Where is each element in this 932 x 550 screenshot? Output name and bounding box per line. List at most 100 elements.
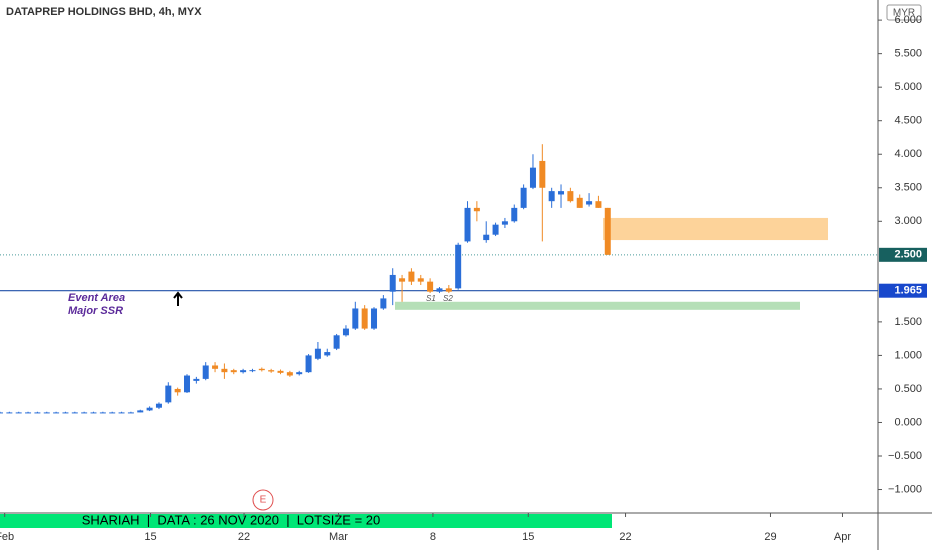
candle-body xyxy=(240,370,247,373)
candle-body xyxy=(529,167,536,188)
last-price-label-bg xyxy=(879,247,927,262)
candle-body xyxy=(15,412,22,414)
candle-body xyxy=(212,365,219,369)
annotation: S2 xyxy=(443,294,453,303)
candle-body xyxy=(464,207,471,242)
candle-body xyxy=(174,388,181,393)
candle-body xyxy=(520,187,527,208)
annotation: S1 xyxy=(426,294,436,303)
candle-body xyxy=(483,234,490,241)
x-tick-label: 15 xyxy=(144,531,156,543)
candle-body xyxy=(576,197,583,208)
level-label: 1.965 xyxy=(894,285,922,297)
candle-body xyxy=(427,281,434,292)
candle-body xyxy=(567,191,574,202)
candle-body xyxy=(34,412,41,414)
candle-body xyxy=(399,278,406,282)
candle-body xyxy=(314,348,321,359)
candle-body xyxy=(184,375,191,393)
candle-body xyxy=(548,191,555,202)
annotation: E xyxy=(260,495,267,506)
candle-body xyxy=(118,412,125,414)
candle-body xyxy=(127,412,134,414)
y-tick-label: 4.500 xyxy=(894,115,922,127)
candle-body xyxy=(595,201,602,208)
candle-body xyxy=(258,368,265,371)
currency: MYR xyxy=(893,8,915,19)
candle-body xyxy=(445,288,452,292)
candle-body xyxy=(436,288,443,292)
candle-body xyxy=(99,412,106,414)
annotation: Major SSR xyxy=(68,305,123,317)
candle-body xyxy=(408,271,415,282)
candle-body xyxy=(492,224,499,235)
candle-body xyxy=(202,365,209,379)
candle-body xyxy=(604,207,611,255)
candle-body xyxy=(165,385,172,403)
x-tick-label: Apr xyxy=(834,531,851,543)
candle-body xyxy=(501,221,508,225)
y-tick-label: 6.000 xyxy=(894,14,922,26)
y-tick-label: 3.000 xyxy=(894,215,922,227)
x-tick-label: Feb xyxy=(0,531,14,543)
x-tick-label: 22 xyxy=(619,531,631,543)
candle-body xyxy=(333,335,340,349)
y-tick-label: −0.500 xyxy=(888,450,922,462)
y-tick-label: 0.500 xyxy=(894,383,922,395)
y-tick-label: −1.000 xyxy=(888,483,922,495)
candle-body xyxy=(324,352,331,356)
y-tick-label: 5.500 xyxy=(894,48,922,60)
y-tick-label: 4.000 xyxy=(894,148,922,160)
candle-body xyxy=(0,412,3,414)
currency-badge xyxy=(886,4,922,21)
y-tick-label: 1.500 xyxy=(894,316,922,328)
x-tick-label: 15 xyxy=(522,531,534,543)
x-tick-label: 22 xyxy=(238,531,250,543)
candle-body xyxy=(389,274,396,292)
y-tick-label: 3.500 xyxy=(894,182,922,194)
candle-body xyxy=(25,412,32,414)
candle-body xyxy=(361,308,368,329)
candle-body xyxy=(268,370,275,372)
candle-body xyxy=(455,244,462,289)
candle-body xyxy=(6,412,13,414)
candle-body xyxy=(62,412,69,414)
y-tick-label: 0.000 xyxy=(894,416,922,428)
candle-body xyxy=(53,412,60,414)
candle-body xyxy=(146,407,153,411)
candle-body xyxy=(43,412,50,414)
y-tick-label: 1.000 xyxy=(894,349,922,361)
candle-body xyxy=(221,368,228,373)
candle-body xyxy=(558,191,565,195)
candle-body xyxy=(155,403,162,408)
annotation: Event Area xyxy=(68,292,125,304)
candle-body xyxy=(81,412,88,414)
level-label-bg xyxy=(879,283,927,298)
arrow xyxy=(173,291,183,306)
banner: SHARIAH | DATA : 26 NOV 2020 | LOTSIZE =… xyxy=(82,512,381,527)
candle-body xyxy=(137,410,144,413)
candle-body xyxy=(230,370,237,373)
candle-body xyxy=(109,412,116,414)
x-tick-label: 29 xyxy=(764,531,776,543)
candle-body xyxy=(193,378,200,381)
candle-body xyxy=(371,308,378,329)
candle-body xyxy=(417,278,424,282)
candle-body xyxy=(352,308,359,329)
zone xyxy=(395,301,800,310)
candle-body xyxy=(286,372,293,376)
y-tick-label: 5.000 xyxy=(894,81,922,93)
x-tick-label: 8 xyxy=(430,531,436,543)
candle-body xyxy=(305,355,312,373)
last-price-label: 2.500 xyxy=(894,249,922,261)
chart-title: DATAPREP HOLDINGS BHD, 4h, MYX xyxy=(6,6,202,18)
candle-body xyxy=(249,370,256,372)
event-marker[interactable] xyxy=(252,489,274,511)
x-tick-label: Mar xyxy=(329,531,348,543)
candle-body xyxy=(511,207,518,222)
banner-bg xyxy=(0,514,612,528)
candle-body xyxy=(586,201,593,205)
candle-body xyxy=(277,370,284,373)
candle-body xyxy=(342,328,349,336)
candle-body xyxy=(539,160,546,188)
